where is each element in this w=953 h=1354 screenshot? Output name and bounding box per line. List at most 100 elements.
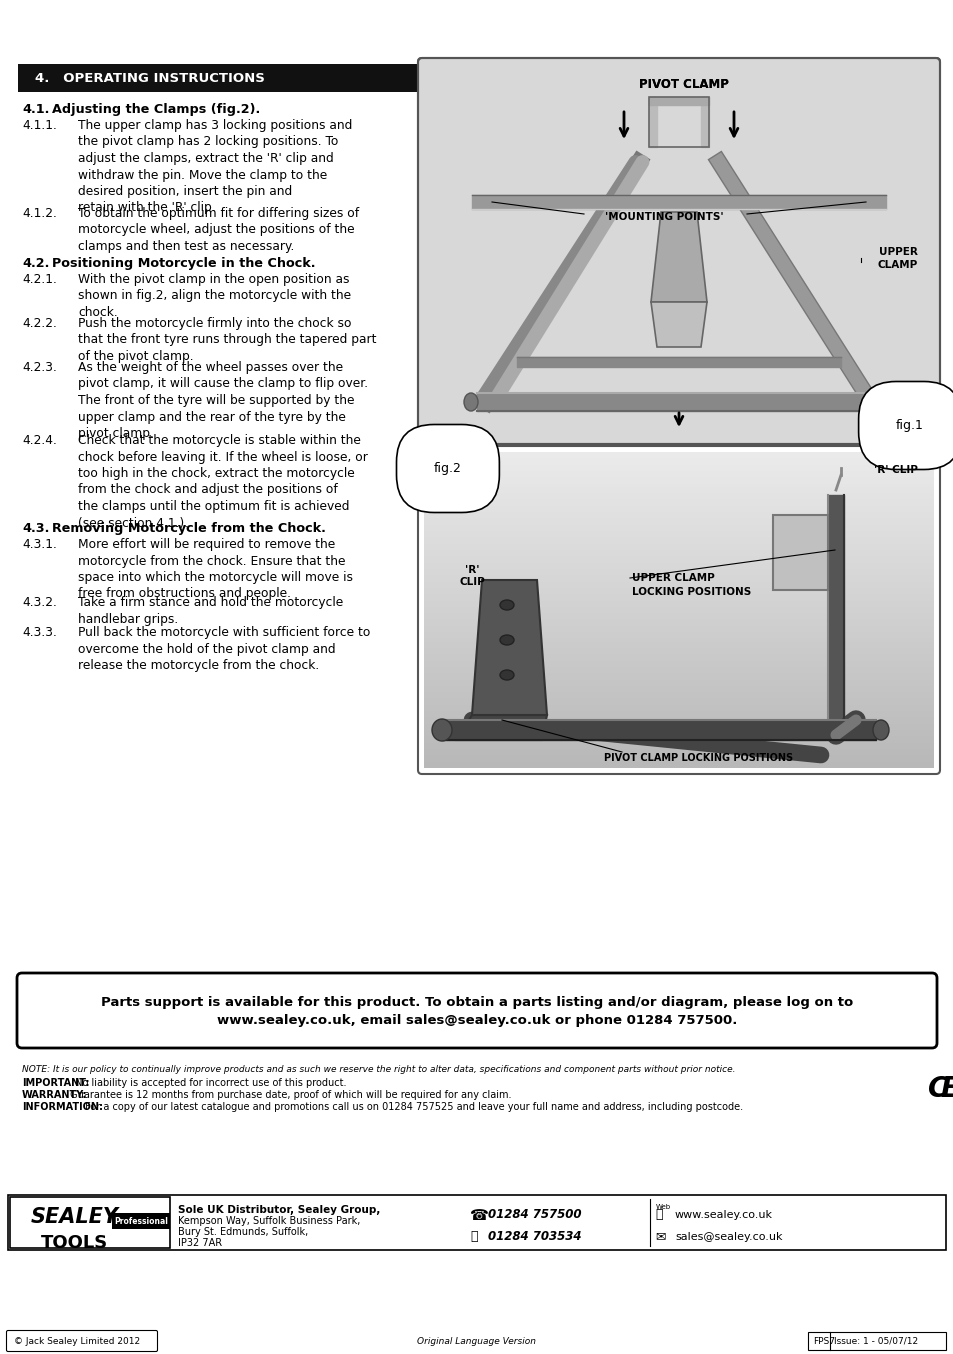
- Text: Parts support is available for this product. To obtain a parts listing and/or di: Parts support is available for this prod…: [101, 997, 852, 1009]
- Bar: [428, 306, 929, 310]
- Bar: [423, 632, 933, 635]
- Bar: [428, 360, 929, 364]
- Bar: [428, 265, 929, 269]
- Text: 4.1.: 4.1.: [22, 103, 50, 116]
- Bar: [423, 521, 933, 525]
- Text: 4.3.3.: 4.3.3.: [22, 626, 57, 639]
- Bar: [428, 349, 929, 353]
- Bar: [423, 670, 933, 673]
- Bar: [423, 689, 933, 692]
- Bar: [428, 97, 929, 102]
- Polygon shape: [650, 213, 706, 302]
- Bar: [423, 493, 933, 496]
- Bar: [423, 753, 933, 756]
- Bar: [423, 544, 933, 547]
- Bar: [428, 375, 929, 379]
- Bar: [428, 302, 929, 306]
- Bar: [423, 686, 933, 689]
- Bar: [428, 347, 929, 349]
- Bar: [428, 115, 929, 119]
- Text: FPS7: FPS7: [812, 1336, 834, 1346]
- Bar: [423, 682, 933, 686]
- Bar: [428, 72, 929, 76]
- Bar: [423, 528, 933, 531]
- Bar: [428, 416, 929, 420]
- Bar: [423, 720, 933, 724]
- Bar: [423, 462, 933, 464]
- Bar: [428, 87, 929, 89]
- Bar: [423, 708, 933, 711]
- Bar: [428, 181, 929, 185]
- Bar: [428, 76, 929, 79]
- Text: 4.1.2.: 4.1.2.: [22, 207, 57, 219]
- Bar: [423, 566, 933, 569]
- Text: For a copy of our latest catalogue and promotions call us on 01284 757525 and le: For a copy of our latest catalogue and p…: [82, 1102, 742, 1112]
- Bar: [428, 353, 929, 357]
- Bar: [428, 211, 929, 214]
- Bar: [428, 156, 929, 160]
- Bar: [423, 654, 933, 658]
- Bar: [428, 299, 929, 302]
- Bar: [423, 525, 933, 528]
- Bar: [423, 739, 933, 743]
- Ellipse shape: [432, 719, 452, 741]
- Text: SEALEY: SEALEY: [30, 1206, 119, 1227]
- Bar: [423, 452, 933, 455]
- Bar: [423, 506, 933, 509]
- Polygon shape: [472, 580, 546, 715]
- Text: sales@sealey.co.uk: sales@sealey.co.uk: [675, 1232, 781, 1242]
- Bar: [428, 357, 929, 360]
- Text: 4.2.4.: 4.2.4.: [22, 435, 57, 447]
- Text: 4.2.: 4.2.: [22, 257, 50, 269]
- Bar: [428, 244, 929, 248]
- Bar: [423, 711, 933, 715]
- Text: ☎: ☎: [470, 1208, 489, 1223]
- Bar: [428, 192, 929, 196]
- Bar: [428, 134, 929, 138]
- Text: 4.   OPERATING INSTRUCTIONS: 4. OPERATING INSTRUCTIONS: [35, 72, 265, 84]
- Bar: [428, 229, 929, 233]
- Bar: [423, 594, 933, 597]
- Bar: [423, 477, 933, 481]
- Bar: [428, 368, 929, 372]
- Bar: [423, 724, 933, 727]
- Bar: [423, 730, 933, 734]
- Bar: [428, 218, 929, 222]
- Bar: [423, 626, 933, 630]
- Text: Kempson Way, Suffolk Business Park,: Kempson Way, Suffolk Business Park,: [178, 1216, 360, 1225]
- Text: Positioning Motorcycle in the Chock.: Positioning Motorcycle in the Chock.: [52, 257, 315, 269]
- Text: Guarantee is 12 months from purchase date, proof of which will be required for a: Guarantee is 12 months from purchase dat…: [67, 1090, 511, 1099]
- Bar: [423, 661, 933, 663]
- Bar: [428, 427, 929, 431]
- Text: UPPER: UPPER: [879, 246, 917, 257]
- Bar: [423, 746, 933, 749]
- Text: TOOLS: TOOLS: [41, 1233, 109, 1252]
- Bar: [423, 743, 933, 746]
- Text: Push the motorcycle firmly into the chock so
that the front tyre runs through th: Push the motorcycle firmly into the choc…: [78, 317, 376, 363]
- Bar: [423, 540, 933, 544]
- Bar: [423, 512, 933, 516]
- Bar: [428, 255, 929, 259]
- Text: To obtain the optimum fit for differing sizes of
motorcycle wheel, adjust the po: To obtain the optimum fit for differing …: [78, 207, 358, 253]
- Ellipse shape: [499, 600, 514, 611]
- Text: WARRANTY:: WARRANTY:: [22, 1090, 88, 1099]
- Text: 'MOUNTING POINTS': 'MOUNTING POINTS': [604, 213, 722, 222]
- Text: As the weight of the wheel passes over the
pivot clamp, it will cause the clamp : As the weight of the wheel passes over t…: [78, 362, 368, 440]
- Bar: [423, 556, 933, 559]
- Bar: [428, 108, 929, 112]
- Bar: [428, 104, 929, 108]
- Bar: [428, 394, 929, 398]
- Bar: [423, 649, 933, 651]
- Bar: [423, 588, 933, 592]
- Bar: [18, 64, 935, 92]
- Bar: [423, 749, 933, 753]
- Text: 4.3.1.: 4.3.1.: [22, 538, 57, 551]
- Bar: [428, 233, 929, 237]
- Bar: [428, 68, 929, 435]
- Bar: [428, 237, 929, 240]
- Bar: [428, 364, 929, 368]
- Bar: [428, 398, 929, 401]
- Bar: [423, 455, 933, 458]
- Bar: [423, 563, 933, 566]
- Bar: [428, 409, 929, 412]
